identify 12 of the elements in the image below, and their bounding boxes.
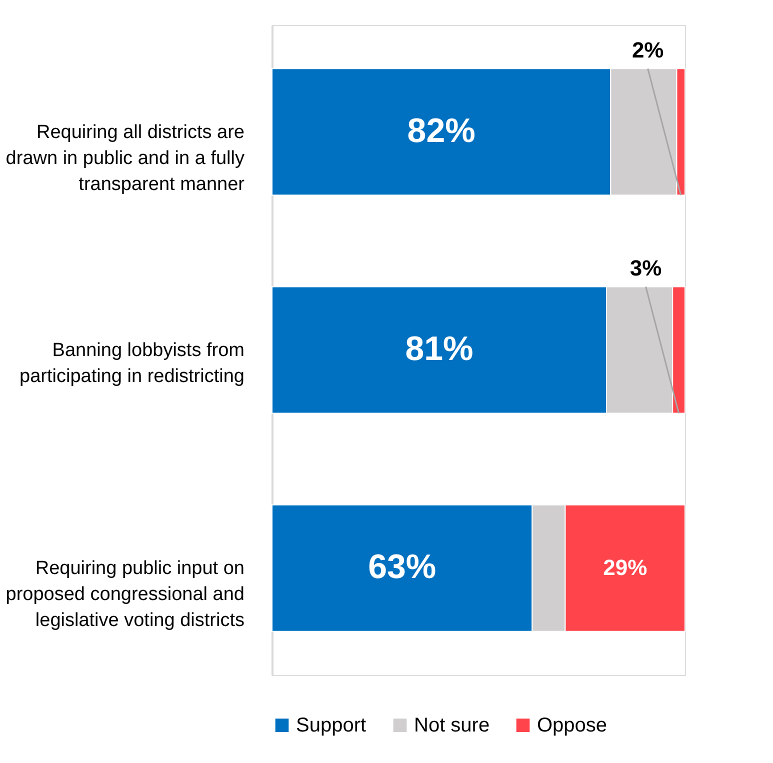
data-label: 29% xyxy=(603,555,648,580)
legend-label: Support xyxy=(296,714,366,736)
y-tick-label: Requiring public input on proposed congressional and legislative voting districts xyxy=(6,558,244,632)
data-label: 81% xyxy=(405,330,474,368)
legend-label: Oppose xyxy=(537,714,608,736)
data-label: 3% xyxy=(630,256,662,281)
legend-label: Not sure xyxy=(414,714,490,736)
y-tick-label: Requiring all districts are drawn in public and in a fully transparent manner xyxy=(6,122,246,195)
y-tick-label: Banning lobbyists from participating in redistricting xyxy=(20,340,244,387)
data-label: 2% xyxy=(632,38,664,63)
data-label: 82% xyxy=(407,112,476,150)
data-label: 63% xyxy=(368,548,436,586)
